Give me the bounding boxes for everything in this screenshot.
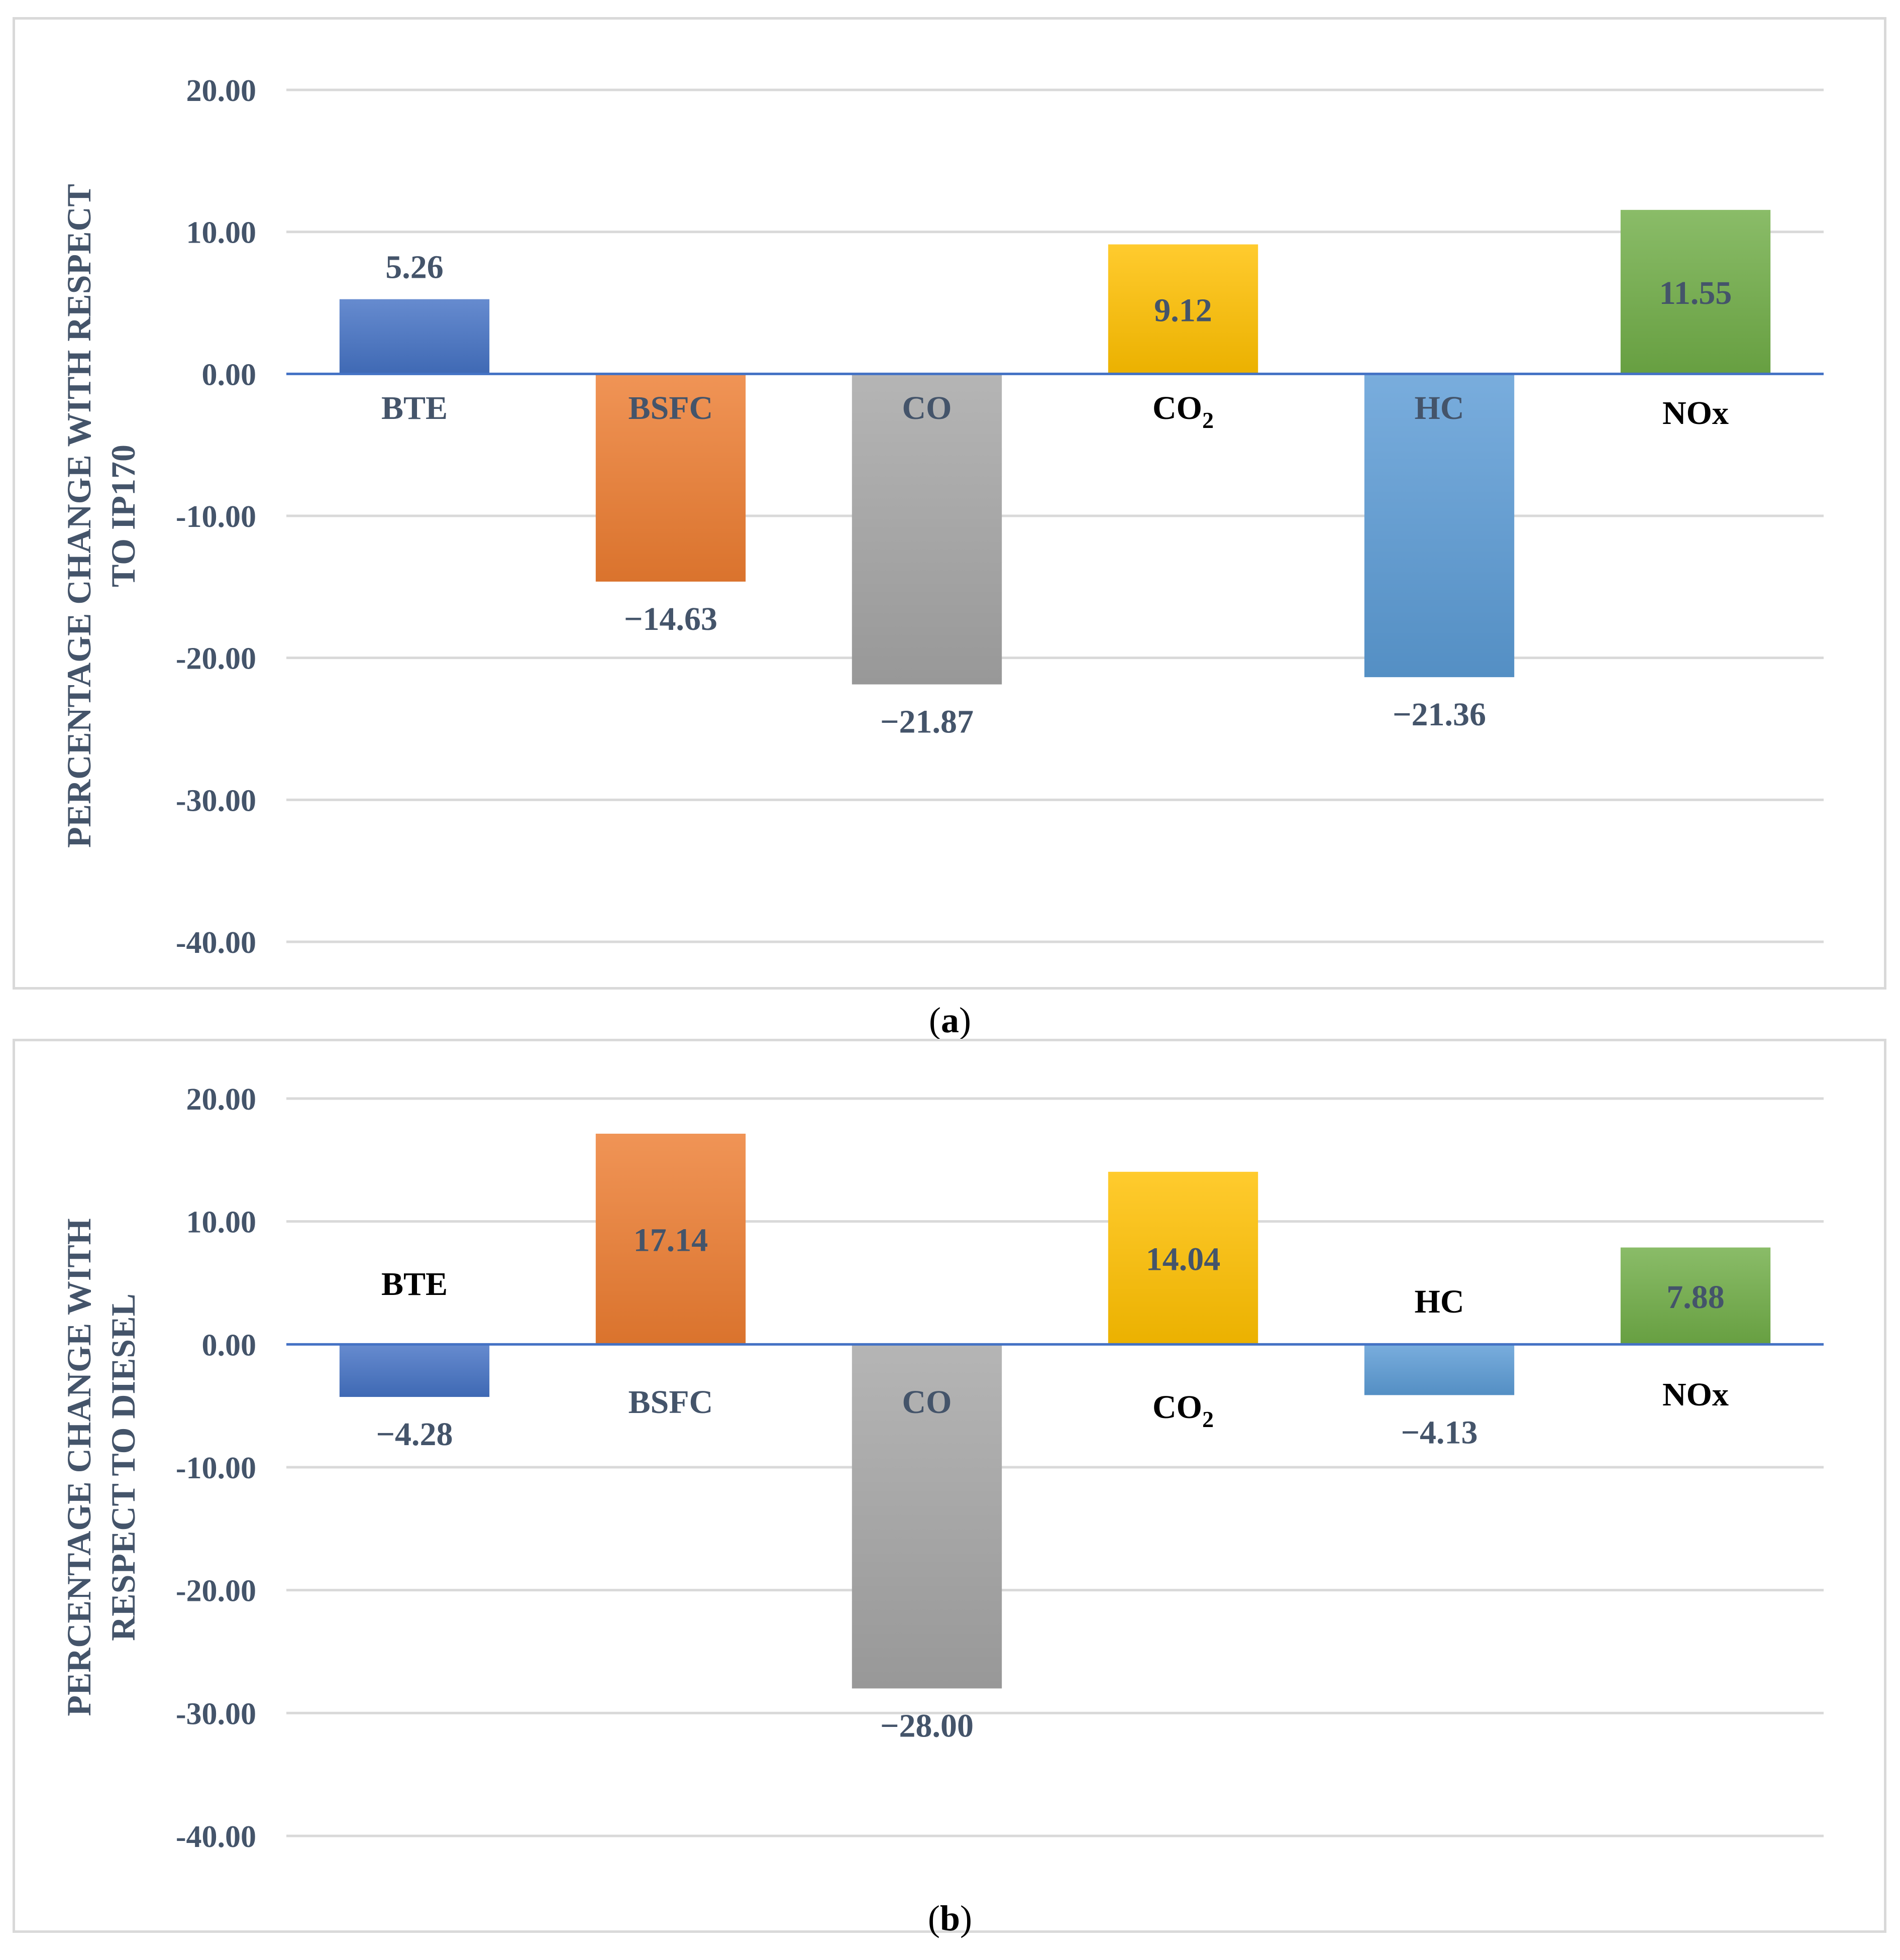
data-label: 9.12 [1154, 292, 1212, 329]
bar-hc [1364, 374, 1515, 678]
bar-co [852, 1344, 1002, 1689]
data-label: −21.87 [880, 704, 974, 740]
y-tick-label: -30.00 [176, 1697, 256, 1731]
chart-a-svg: 20.00 10.00 0.00 -10.00 -20.00 -30.00 -40.00 PE… [60, 74, 1824, 960]
caption-a: (a) [929, 1000, 971, 1040]
category-label: BSFC [628, 1384, 713, 1421]
y-tick-label: 10.00 [186, 216, 257, 250]
y-tick-label: -40.00 [176, 1820, 256, 1854]
category-label: HC [1415, 1283, 1464, 1320]
data-label: −28.00 [880, 1707, 974, 1744]
y-tick-label: -40.00 [176, 926, 256, 960]
category-label: CO2 [1152, 390, 1214, 433]
y-tick-label: 10.00 [186, 1206, 257, 1240]
y-tick-label: 0.00 [202, 1328, 257, 1362]
category-label: CO [902, 390, 952, 426]
bar-bte [339, 299, 490, 374]
chart-panel-a: 20.00 10.00 0.00 -10.00 -20.00 -30.00 -40.00 PE… [13, 17, 1886, 990]
data-label: −4.13 [1401, 1414, 1477, 1451]
bar-co2 [1108, 1171, 1258, 1345]
bar-co2 [1108, 244, 1258, 374]
category-label: BTE [381, 390, 448, 426]
data-label: 17.14 [634, 1222, 708, 1259]
category-label: NOx [1662, 395, 1729, 431]
category-label: BTE [381, 1266, 448, 1302]
category-label: HC [1415, 390, 1464, 426]
data-label: 11.55 [1659, 275, 1732, 311]
y-axis-label: PERCENTAGE CHANGE WITH RESPECT TO IP170 [60, 184, 142, 848]
category-label: NOx [1662, 1376, 1729, 1413]
bar-nox [1620, 1247, 1771, 1345]
y-tick-label: -10.00 [176, 500, 256, 534]
data-label: 5.26 [385, 249, 444, 286]
y-tick-label: -30.00 [176, 784, 256, 818]
data-label: −4.28 [376, 1416, 453, 1453]
y-tick-label: 20.00 [186, 1082, 257, 1117]
bar-co [852, 374, 1002, 685]
y-tick-label: 0.00 [202, 358, 257, 392]
data-label: 14.04 [1146, 1241, 1221, 1278]
caption-b: (b) [927, 1898, 972, 1938]
y-axis-label: PERCENTAGE CHANGE WITH RESPECT TO DIESEL [60, 1218, 142, 1716]
bar-hc [1364, 1344, 1515, 1395]
category-label: CO2 [1152, 1389, 1214, 1432]
chart-panel-b: 20.00 10.00 0.00 -10.00 -20.00 -30.00 -40.00 PE… [13, 1039, 1886, 1933]
y-tick-label: -20.00 [176, 642, 256, 676]
data-label: 7.88 [1666, 1279, 1725, 1316]
caption-a-letter: a [941, 1000, 959, 1040]
y-tick-label: -10.00 [176, 1451, 256, 1485]
bar-bsfc [595, 1133, 746, 1345]
y-tick-label: -20.00 [176, 1574, 256, 1608]
bar-nox [1620, 209, 1771, 374]
category-label: CO [902, 1384, 952, 1421]
caption-b-letter: b [939, 1898, 961, 1938]
data-label: −21.36 [1393, 696, 1486, 733]
chart-b-svg: 20.00 10.00 0.00 -10.00 -20.00 -30.00 -40.00 PE… [60, 1082, 1824, 1854]
category-label: BSFC [628, 390, 713, 426]
y-tick-label: 20.00 [186, 74, 257, 108]
bar-bte [339, 1344, 490, 1397]
data-label: −14.63 [624, 601, 717, 637]
bar-bsfc [595, 374, 746, 582]
